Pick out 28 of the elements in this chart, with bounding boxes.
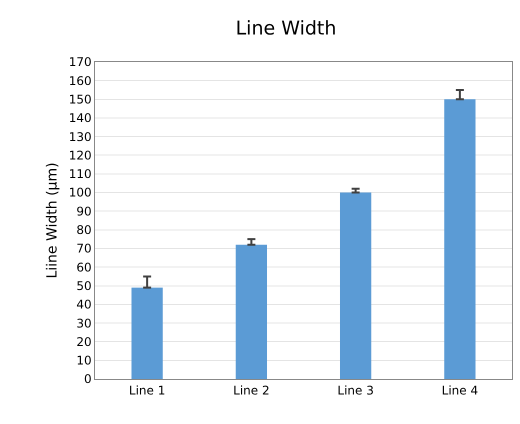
y-tick-label: 80 [76, 223, 92, 238]
bar [340, 192, 372, 379]
y-axis-title: Liine Width (μm) [44, 162, 60, 279]
bar [444, 99, 476, 379]
y-tick-label: 130 [68, 130, 92, 144]
y-tick-label: 30 [76, 316, 92, 330]
chart-title: Line Width [236, 18, 336, 40]
x-tick-label: Line 3 [337, 383, 374, 398]
x-tick-label: Line 2 [233, 383, 270, 398]
y-tick-label: 10 [76, 354, 92, 368]
y-tick-label: 50 [76, 278, 92, 293]
y-tick-label: 0 [84, 372, 92, 386]
y-tick-label: 140 [68, 111, 92, 126]
y-tick-label: 70 [76, 242, 92, 256]
y-tick-label: 90 [76, 204, 92, 218]
bar [236, 244, 268, 379]
x-tick-label: Line 4 [442, 383, 478, 398]
y-tick-label: 120 [68, 148, 92, 162]
y-tick-label: 150 [68, 92, 92, 106]
y-tick-label: 20 [76, 334, 92, 349]
y-tick-label: 100 [68, 186, 92, 200]
y-tick-label: 60 [76, 260, 92, 274]
y-tick-label: 110 [68, 167, 92, 182]
bar [131, 288, 163, 379]
y-tick-label: 40 [76, 298, 92, 312]
y-tick-label: 160 [68, 74, 92, 88]
y-tick-label: 170 [68, 55, 92, 70]
x-tick-label: Line 1 [128, 383, 166, 398]
